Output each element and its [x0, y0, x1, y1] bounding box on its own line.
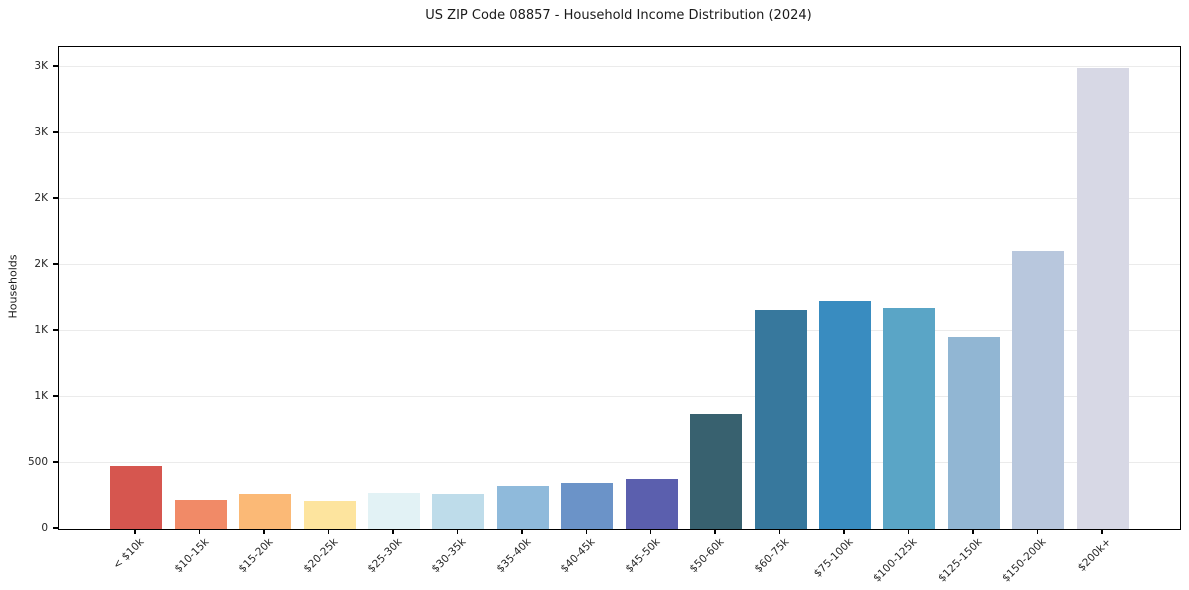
bar-$15-20k: [239, 493, 292, 529]
bar-$25-30k: [367, 492, 420, 529]
y-axis-tick-label: 2K: [34, 191, 48, 204]
y-axis-tick-label: 3K: [34, 125, 48, 138]
y-axis-tick-label: 1K: [34, 323, 48, 336]
x-axis-tick-mark: [521, 529, 523, 534]
gridline: [59, 198, 1180, 200]
bar-$150-200k: [1012, 251, 1065, 529]
bar-$35-40k: [496, 486, 549, 529]
gridline: [59, 264, 1180, 266]
x-axis-tick-mark: [263, 529, 265, 534]
bar-$10-15k: [174, 499, 227, 529]
y-axis-tick-mark: [53, 329, 58, 331]
x-axis-tick-mark: [972, 529, 974, 534]
y-axis-tick-mark: [53, 461, 58, 463]
bar-$50-60k: [690, 414, 743, 529]
y-axis-tick-label: 3K: [34, 59, 48, 72]
x-axis-tick-mark: [456, 529, 459, 534]
gridline: [59, 66, 1180, 68]
bar-$30-35k: [432, 494, 485, 529]
x-axis-tick-mark: [327, 529, 330, 534]
x-axis-tick-mark: [1036, 529, 1039, 534]
x-axis-tick-mark: [649, 529, 652, 534]
gridline: [59, 396, 1180, 398]
y-axis-tick-label: 0: [41, 522, 48, 534]
x-axis-tick-mark: [1101, 529, 1103, 534]
x-axis-tick-mark: [134, 529, 136, 534]
y-axis-tick-mark: [53, 395, 58, 397]
x-axis-tick-mark: [843, 529, 845, 534]
y-axis-tick-label: 1K: [34, 389, 48, 402]
bar-< $10k: [110, 465, 163, 529]
bar-$125-150k: [947, 336, 1000, 529]
gridline: [59, 132, 1180, 134]
bar-$40-45k: [561, 482, 614, 529]
y-axis-tick-mark: [53, 65, 58, 67]
x-axis-tick-mark: [907, 529, 910, 534]
y-axis: 0 500 1K 1K 2K 2K 3K 3K: [0, 46, 58, 534]
y-axis-tick-mark: [53, 527, 58, 529]
gridline: [59, 330, 1180, 332]
bar-$75-100k: [819, 300, 872, 529]
y-axis-tick-mark: [53, 197, 58, 199]
bar-$45-50k: [625, 478, 678, 529]
x-axis-tick-label: < $10k: [111, 536, 147, 572]
bar-$20-25k: [303, 500, 356, 529]
y-axis-tick-label: 2K: [34, 257, 48, 270]
bar-$100-125k: [883, 308, 936, 529]
x-axis-tick-mark: [198, 529, 201, 534]
bar-$60-75k: [754, 310, 807, 529]
x-axis-tick-mark: [778, 529, 781, 534]
chart-title: US ZIP Code 08857 - Household Income Dis…: [425, 8, 812, 23]
plot-area: [58, 46, 1181, 530]
x-axis-tick-mark: [714, 529, 716, 534]
gridline: [59, 462, 1180, 464]
y-axis-tick-mark: [53, 263, 58, 265]
x-axis-tick-mark: [585, 529, 588, 534]
x-axis-tick-mark: [392, 529, 394, 534]
y-axis-tick-label: 500: [27, 455, 48, 468]
bar-$200k+: [1076, 68, 1129, 529]
y-axis-tick-mark: [53, 131, 58, 133]
